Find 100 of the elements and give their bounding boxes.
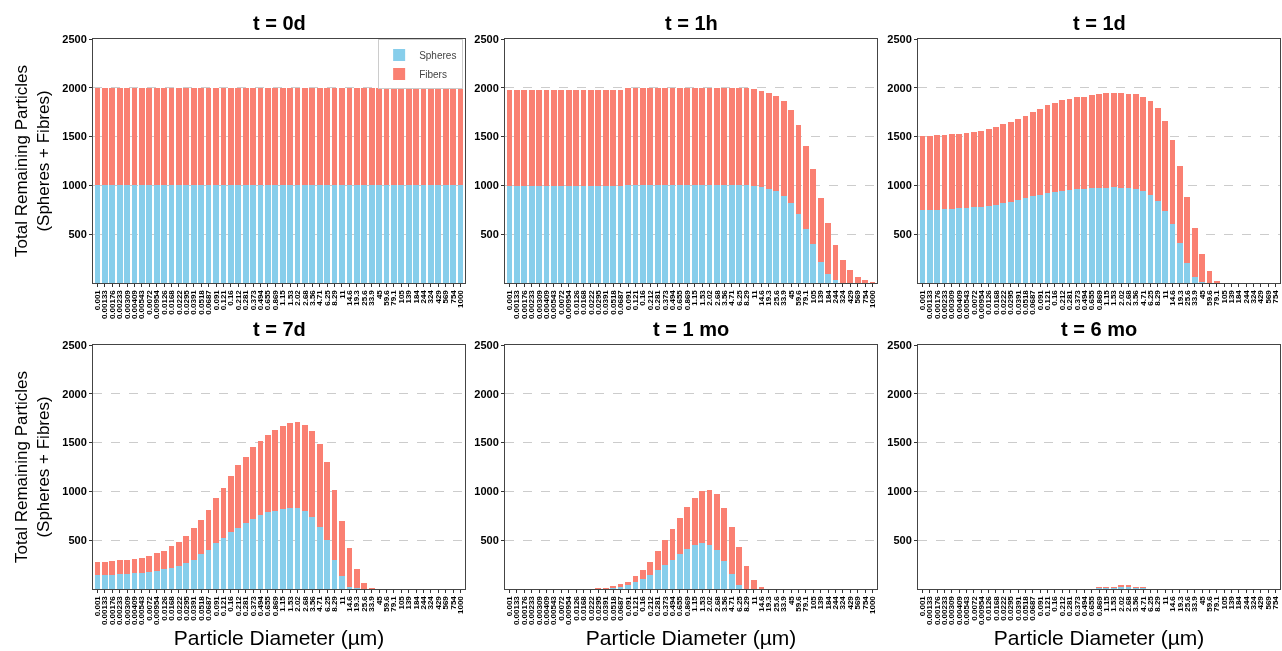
x-tick-label: 105 [808,289,818,304]
x-tick-label: 569 [853,595,863,610]
x-tick-label: 4.71 [727,595,737,612]
x-tick-label: 324 [426,289,436,304]
x-tick-label: 19.3 [1175,595,1185,612]
x-tick-label: 184 [1234,289,1244,304]
x-tick-label: 139 [816,595,826,610]
x-tick-label: 0.00954 [976,289,986,320]
chart-title: t = 6 mo [1061,318,1138,340]
x-tick-label: 0.212 [233,289,243,311]
y-tick-label: 1500 [62,436,87,449]
x-tick-label: 19.3 [352,289,362,306]
x-tick-label: 0.212 [1057,595,1067,617]
x-tick-label: 0.00954 [976,595,986,626]
x-tick-label: 19.3 [764,289,774,306]
x-tick-label: 105 [808,595,818,610]
x-tick-label: 0.655 [1087,595,1097,617]
x-tick-label: 0.00309 [947,595,957,626]
x-tick-label: 0.0518 [608,595,618,621]
x-tick-label: 244 [831,595,841,610]
x-tick-label: 0.00954 [152,289,162,320]
x-tick-label: 0.0687 [204,289,214,315]
x-tick-label: 0.0518 [608,289,618,315]
x-tick-label: 0.00133 [512,595,522,626]
legend-label: Fibers [419,68,447,80]
x-tick-label: 0.494 [668,289,678,311]
x-tick-label: 0.869 [270,595,280,617]
x-tick-label: 0.16 [638,595,648,612]
x-tick-label: 2.02 [293,595,303,612]
x-tick-label: 0.121 [219,595,229,617]
x-tick-label: 1000 [868,289,878,308]
x-tick-label: 0.0126 [159,289,169,315]
x-tick-label: 0.0222 [174,289,184,315]
x-tick-label: 1.53 [1109,595,1119,612]
x-tick-label: 0.121 [631,595,641,617]
x-tick-label: 0.281 [653,595,663,617]
x-tick-label: 0.00409 [954,595,964,626]
x-tick-label: 33.9 [367,595,377,612]
x-tick-label: 0.16 [226,289,236,306]
bar [339,576,345,589]
x-tick-label: 324 [426,595,436,610]
x-tick-label: 0.0126 [571,289,581,315]
x-tick-label: 11 [749,289,759,299]
y-axis-title: Total Remaining Particles (Spheres + Fibres) [11,371,53,563]
x-tick-label: 0.00309 [947,289,957,320]
x-tick-label: 0.373 [1072,289,1082,311]
x-tick-label: 0.0295 [181,289,191,315]
x-tick-label: 0.00176 [107,289,117,320]
x-tick-label: 0.00133 [100,289,110,320]
x-tick-label: 0.0072 [144,595,154,621]
y-tick-label: 1000 [887,485,912,498]
y-tick-label: 500 [893,534,912,547]
x-tick-label: 0.281 [241,595,251,617]
y-tick-label: 2500 [474,338,499,351]
x-tick-label: 0.00543 [549,595,559,626]
x-tick-label: 139 [816,289,826,304]
x-tick-label: 59.6 [794,289,804,306]
x-tick-label: 2.02 [705,595,715,612]
x-tick-label: 0.0126 [571,595,581,621]
chart-title: t = 1d [1073,12,1126,34]
bar [751,580,757,589]
y-tick-label: 2500 [62,338,87,351]
x-tick-label: 569 [853,289,863,304]
x-tick-label: 184 [823,595,833,610]
x-tick-label: 0.0222 [174,595,184,621]
x-tick-label: 184 [411,595,421,610]
x-tick-label: 0.655 [675,595,685,617]
x-tick-label: 0.00133 [925,289,935,320]
y-tick-label: 2500 [62,32,87,45]
x-tick-label: 754 [1271,289,1281,304]
x-tick-label: 2.68 [1124,595,1134,612]
bar [632,582,639,589]
x-axis-title: Particle Diameter (µm) [585,626,797,650]
x-tick-label: 0.494 [256,595,266,617]
x-tick-label: 244 [419,595,429,610]
x-tick-label: 1.15 [278,289,288,306]
x-tick-label: 754 [1271,595,1281,610]
x-tick-label: 0.655 [263,289,273,311]
x-tick-label: 0.281 [241,289,251,311]
x-tick-label: 0.00233 [940,595,950,626]
x-tick-label: 0.869 [1094,595,1104,617]
x-tick-label: 45 [374,289,384,300]
x-tick-label: 8.29 [742,595,752,612]
x-tick-label: 59.6 [1204,289,1214,306]
x-tick-label: 4.71 [315,595,325,612]
x-tick-label: 0.00543 [962,289,972,320]
x-tick-label: 0.281 [653,289,663,311]
y-tick-label: 500 [68,534,87,547]
x-tick-label: 0.0222 [998,289,1008,315]
x-tick-label: 2.02 [1116,289,1126,306]
x-tick-label: 0.00176 [519,595,529,626]
x-tick-label: 45 [786,289,796,300]
x-tick-label: 105 [1219,595,1229,610]
x-tick-label: 0.373 [248,289,258,311]
x-tick-label: 0.0222 [586,595,596,621]
x-tick-label: 4.71 [315,289,325,306]
x-tick-label: 45 [786,595,796,606]
x-tick-label: 0.16 [638,289,648,306]
x-tick-label: 11 [749,595,759,605]
x-tick-label: 0.212 [645,595,655,617]
